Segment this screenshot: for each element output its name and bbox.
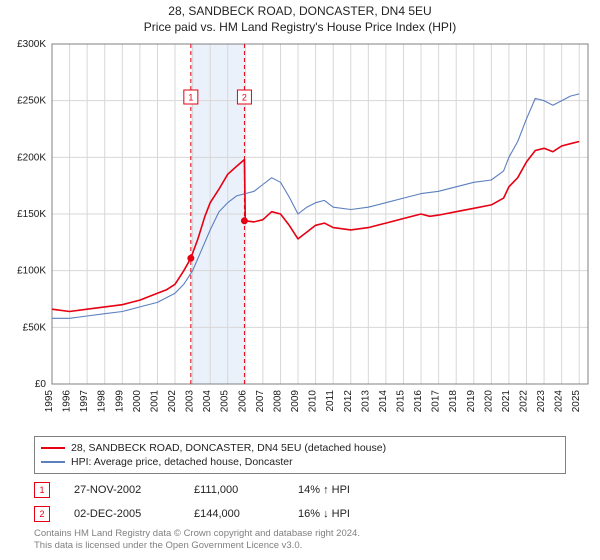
sale-hpi: 14% ↑ HPI [298, 484, 378, 496]
svg-text:1997: 1997 [79, 390, 90, 413]
sale-price: £111,000 [194, 484, 274, 496]
legend-item-hpi: HPI: Average price, detached house, Donc… [41, 455, 559, 469]
chart-container: 28, SANDBECK ROAD, DONCASTER, DN4 5EU Pr… [0, 0, 600, 560]
sale-marker-1: 1 [34, 482, 50, 498]
legend-label: 28, SANDBECK ROAD, DONCASTER, DN4 5EU (d… [71, 442, 386, 454]
svg-text:2018: 2018 [448, 390, 459, 413]
svg-text:1995: 1995 [44, 390, 55, 413]
svg-text:2002: 2002 [167, 390, 178, 413]
svg-text:2010: 2010 [308, 390, 319, 413]
svg-text:2008: 2008 [272, 390, 283, 413]
svg-text:2001: 2001 [149, 390, 160, 413]
svg-text:2013: 2013 [360, 390, 371, 413]
title-sub: Price paid vs. HM Land Registry's House … [0, 20, 600, 34]
svg-text:£250K: £250K [17, 96, 46, 107]
svg-text:2012: 2012 [343, 390, 354, 413]
svg-text:£300K: £300K [17, 39, 46, 50]
legend-swatch [41, 447, 65, 449]
sale-date: 27-NOV-2002 [74, 484, 170, 496]
title-main: 28, SANDBECK ROAD, DONCASTER, DN4 5EU [0, 4, 600, 18]
svg-text:1996: 1996 [62, 390, 73, 413]
legend-item-property: 28, SANDBECK ROAD, DONCASTER, DN4 5EU (d… [41, 441, 559, 455]
svg-text:2022: 2022 [518, 390, 529, 413]
svg-text:1: 1 [188, 93, 193, 103]
sale-date: 02-DEC-2005 [74, 508, 170, 520]
sale-row: 2 02-DEC-2005 £144,000 16% ↓ HPI [34, 502, 378, 526]
svg-text:2005: 2005 [220, 390, 231, 413]
svg-text:2000: 2000 [132, 390, 143, 413]
svg-text:2023: 2023 [536, 390, 547, 413]
svg-text:£200K: £200K [17, 152, 46, 163]
svg-text:2004: 2004 [202, 390, 213, 413]
svg-text:£100K: £100K [17, 266, 46, 277]
svg-text:2020: 2020 [483, 390, 494, 413]
svg-text:2003: 2003 [185, 390, 196, 413]
legend-label: HPI: Average price, detached house, Donc… [71, 456, 293, 468]
sales-table: 1 27-NOV-2002 £111,000 14% ↑ HPI 2 02-DE… [34, 478, 378, 526]
sale-marker-2: 2 [34, 506, 50, 522]
svg-text:2015: 2015 [395, 390, 406, 413]
attribution: Contains HM Land Registry data © Crown c… [34, 528, 360, 553]
title-block: 28, SANDBECK ROAD, DONCASTER, DN4 5EU Pr… [0, 0, 600, 34]
svg-text:2007: 2007 [255, 390, 266, 413]
svg-text:£0: £0 [35, 379, 47, 390]
svg-text:2016: 2016 [413, 390, 424, 413]
svg-text:2009: 2009 [290, 390, 301, 413]
legend: 28, SANDBECK ROAD, DONCASTER, DN4 5EU (d… [34, 436, 566, 474]
svg-text:1999: 1999 [114, 390, 125, 413]
svg-text:2014: 2014 [378, 390, 389, 413]
svg-text:1998: 1998 [97, 390, 108, 413]
sale-hpi: 16% ↓ HPI [298, 508, 378, 520]
svg-text:2019: 2019 [466, 390, 477, 413]
svg-text:2017: 2017 [431, 390, 442, 413]
svg-text:2011: 2011 [325, 390, 336, 412]
svg-text:2021: 2021 [501, 390, 512, 413]
svg-text:2006: 2006 [237, 390, 248, 413]
svg-text:2: 2 [242, 93, 247, 103]
attribution-line: This data is licensed under the Open Gov… [34, 540, 360, 552]
svg-text:2025: 2025 [571, 390, 582, 413]
svg-text:£50K: £50K [23, 322, 47, 333]
attribution-line: Contains HM Land Registry data © Crown c… [34, 528, 360, 540]
sale-row: 1 27-NOV-2002 £111,000 14% ↑ HPI [34, 478, 378, 502]
svg-text:2024: 2024 [554, 390, 565, 413]
price-chart: £0 £50K £100K £150K £200K £250K £300K 1995 1996 1… [0, 34, 600, 424]
sale-price: £144,000 [194, 508, 274, 520]
svg-text:£150K: £150K [17, 209, 46, 220]
legend-swatch [41, 461, 65, 463]
